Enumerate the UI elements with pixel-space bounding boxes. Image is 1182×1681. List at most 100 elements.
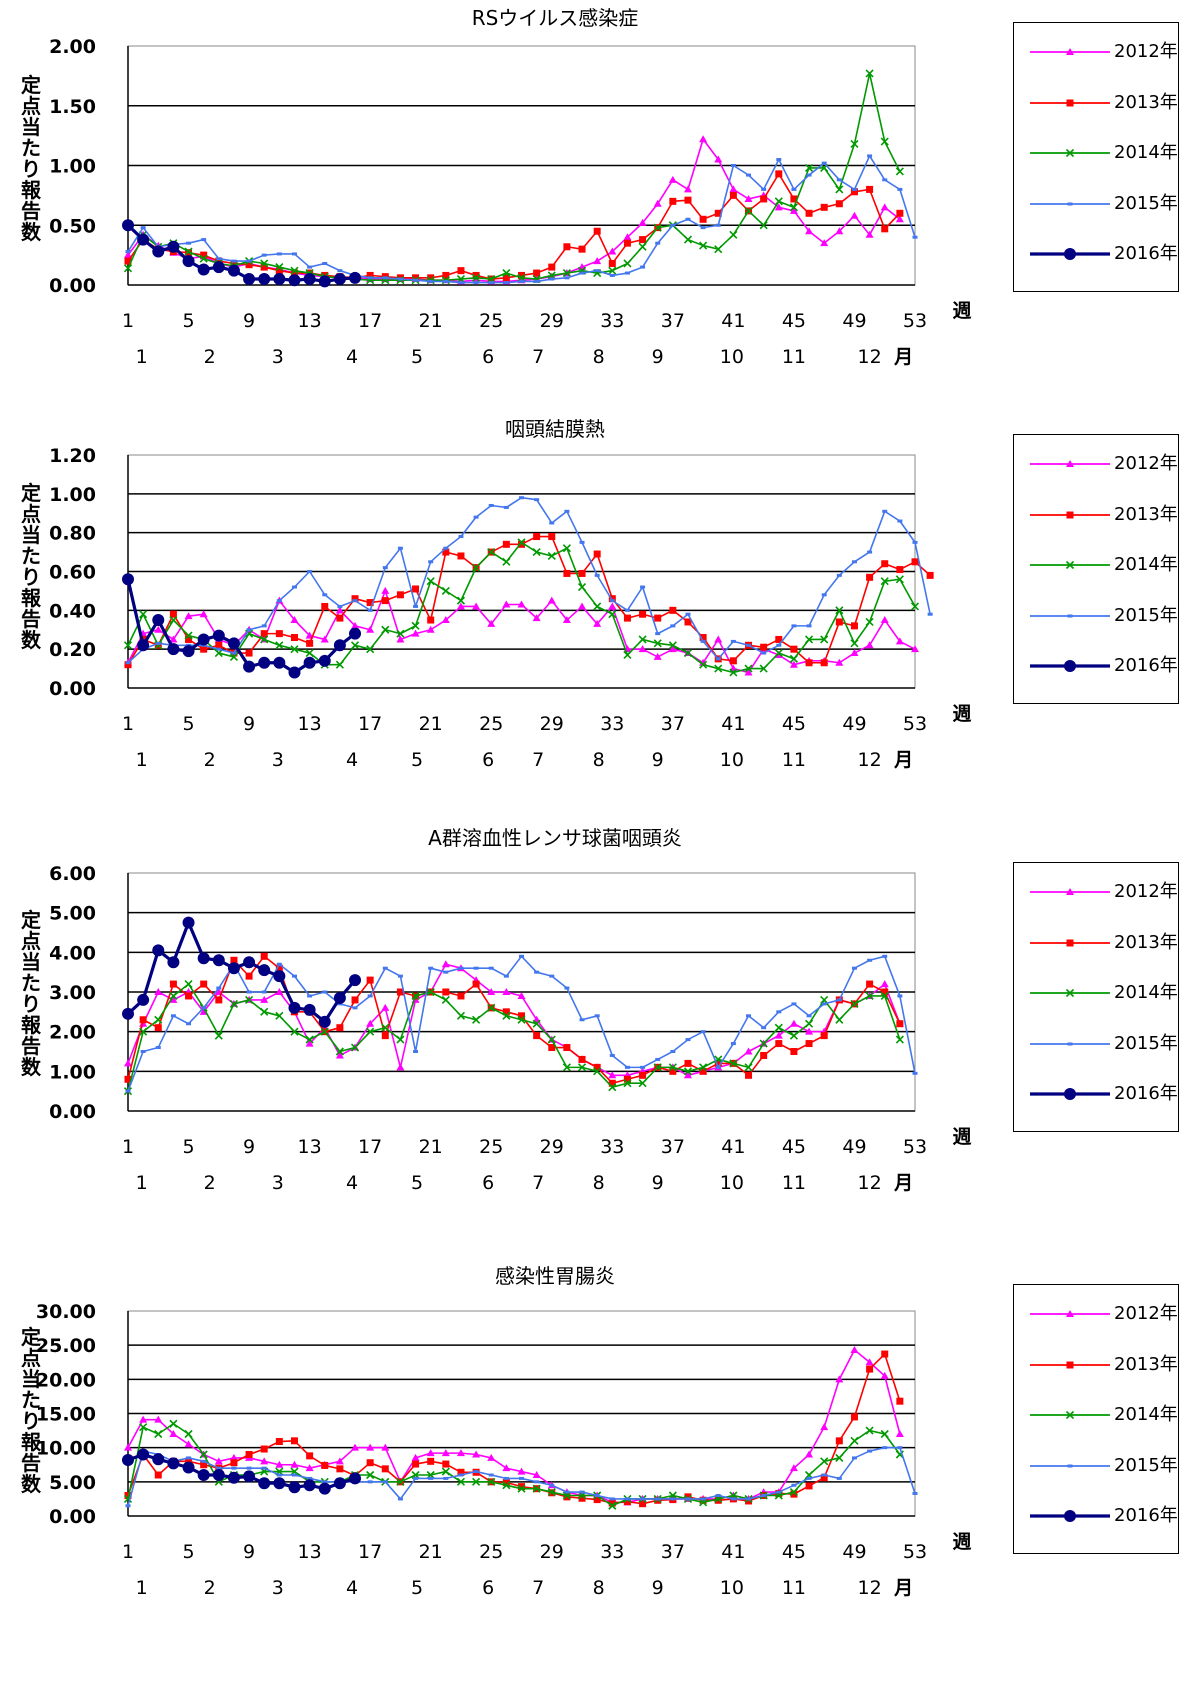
y-tick-label: 0.40	[49, 600, 96, 622]
legend-swatch	[1030, 1310, 1110, 1317]
month-label: 10	[720, 749, 744, 771]
data-point	[333, 639, 346, 652]
data-point	[880, 203, 889, 211]
data-point	[639, 1500, 647, 1508]
data-point	[199, 254, 208, 263]
data-point	[349, 271, 362, 284]
data-point	[231, 1466, 237, 1470]
data-point	[804, 635, 814, 644]
data-point	[699, 1063, 708, 1072]
month-label: 4	[346, 1577, 358, 1599]
data-point	[457, 552, 465, 560]
legend-swatch	[1030, 1410, 1110, 1420]
x-tick-label: 33	[600, 713, 624, 735]
data-point	[349, 974, 362, 987]
data-point	[170, 1014, 176, 1018]
data-point	[333, 273, 346, 286]
legend-item: 2012年	[1030, 41, 1178, 63]
month-label: 11	[782, 749, 806, 771]
data-point	[125, 661, 131, 665]
legend-marker	[1066, 1310, 1074, 1317]
data-point	[291, 974, 297, 978]
data-point	[124, 1075, 132, 1083]
series-2014年	[123, 1419, 904, 1510]
data-point	[502, 268, 511, 278]
data-point	[759, 221, 768, 230]
data-point	[442, 988, 450, 996]
data-point	[458, 966, 464, 970]
data-point	[124, 661, 132, 669]
data-point	[503, 1476, 509, 1480]
data-point	[472, 271, 480, 279]
data-point	[882, 178, 888, 182]
legend-marker	[1067, 1042, 1073, 1045]
data-point	[366, 599, 374, 607]
data-point	[322, 593, 328, 597]
legend-marker	[1065, 1410, 1075, 1420]
data-point	[670, 223, 676, 227]
data-point	[502, 600, 511, 608]
x-tick-label: 1	[122, 713, 134, 735]
data-point	[850, 211, 859, 219]
data-point	[730, 1497, 736, 1501]
data-point	[200, 251, 208, 259]
data-point	[759, 664, 768, 673]
data-point	[322, 1480, 328, 1484]
data-point	[428, 966, 434, 970]
data-point	[624, 608, 630, 612]
data-point	[123, 641, 133, 650]
data-point	[122, 219, 134, 232]
y-axis-label: 定点当たり報告数	[21, 908, 41, 1079]
data-point	[820, 659, 828, 667]
legend: 2012年 2013年 2014年 2015年 2016年	[1013, 862, 1179, 1132]
data-point	[850, 622, 858, 630]
data-point	[184, 612, 193, 620]
month-label: 6	[482, 1172, 494, 1194]
legend-swatch	[1030, 202, 1110, 205]
data-point	[154, 1415, 163, 1423]
data-point	[714, 155, 723, 163]
data-point	[155, 641, 161, 645]
data-point	[789, 654, 798, 663]
data-point	[670, 624, 676, 628]
data-point	[216, 1466, 222, 1470]
data-point	[169, 1419, 178, 1428]
data-point	[396, 1063, 405, 1071]
x-tick-label: 21	[419, 1136, 443, 1158]
data-point	[382, 966, 388, 970]
data-point	[441, 616, 450, 624]
data-point	[396, 629, 405, 638]
data-point	[169, 615, 178, 625]
legend-item: 2012年	[1030, 453, 1178, 475]
data-point	[608, 1079, 616, 1087]
legend-marker	[1065, 560, 1075, 570]
data-point	[152, 614, 165, 627]
data-point	[895, 1430, 904, 1437]
data-point	[745, 1497, 753, 1505]
data-point	[715, 223, 721, 227]
data-point	[867, 154, 873, 158]
data-point	[456, 1449, 465, 1457]
data-point	[307, 265, 313, 269]
data-point	[442, 1460, 450, 1468]
legend-item: 2015年	[1030, 1455, 1178, 1477]
data-point	[441, 995, 450, 1004]
x-tick-label: 1	[122, 1136, 134, 1158]
y-tick-label: 0.00	[49, 1101, 96, 1123]
data-point	[230, 1459, 238, 1467]
legend-item: 2016年	[1030, 655, 1178, 677]
data-point	[896, 566, 904, 574]
data-point	[413, 1050, 419, 1053]
legend-item: 2016年	[1030, 1083, 1178, 1105]
data-point	[685, 612, 691, 616]
data-point	[744, 664, 753, 673]
data-point	[243, 1470, 256, 1483]
legend-item: 2013年	[1030, 932, 1178, 954]
x-tick-label: 37	[661, 310, 685, 332]
data-point	[472, 1450, 481, 1458]
data-point	[154, 1024, 162, 1032]
legend-label: 2016年	[1114, 243, 1178, 264]
legend-swatch	[1030, 48, 1110, 55]
data-point	[428, 279, 434, 283]
data-point	[577, 582, 587, 592]
